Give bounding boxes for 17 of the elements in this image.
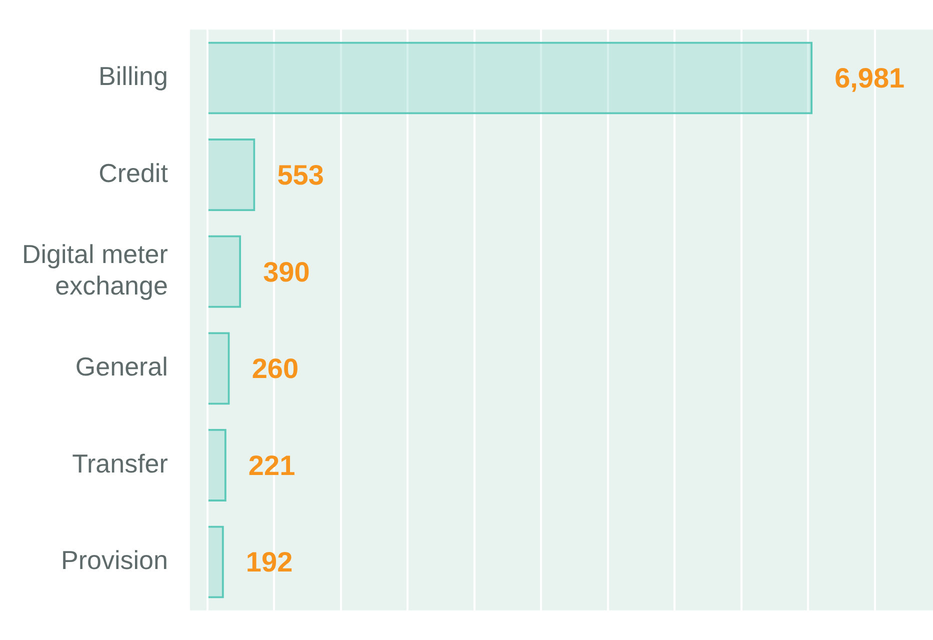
data-label: 390 bbox=[263, 256, 310, 288]
data-label: 553 bbox=[277, 160, 324, 191]
bar bbox=[208, 332, 230, 405]
data-label: 6,981 bbox=[834, 62, 905, 94]
data-label: 260 bbox=[252, 353, 299, 384]
data-label: 221 bbox=[248, 450, 296, 481]
data-label: 192 bbox=[246, 546, 293, 578]
y-tick-label: Provision bbox=[60, 545, 168, 576]
y-tick-label: Billing bbox=[98, 61, 168, 92]
y-tick-label: Transfer bbox=[72, 448, 168, 478]
bar bbox=[208, 428, 226, 502]
y-tick-label: Digital meter exchange bbox=[22, 239, 168, 300]
bar bbox=[208, 526, 224, 598]
bar bbox=[208, 235, 242, 308]
bar bbox=[208, 138, 256, 212]
y-tick-label: Credit bbox=[98, 158, 169, 188]
y-tick-label: General bbox=[75, 352, 168, 382]
